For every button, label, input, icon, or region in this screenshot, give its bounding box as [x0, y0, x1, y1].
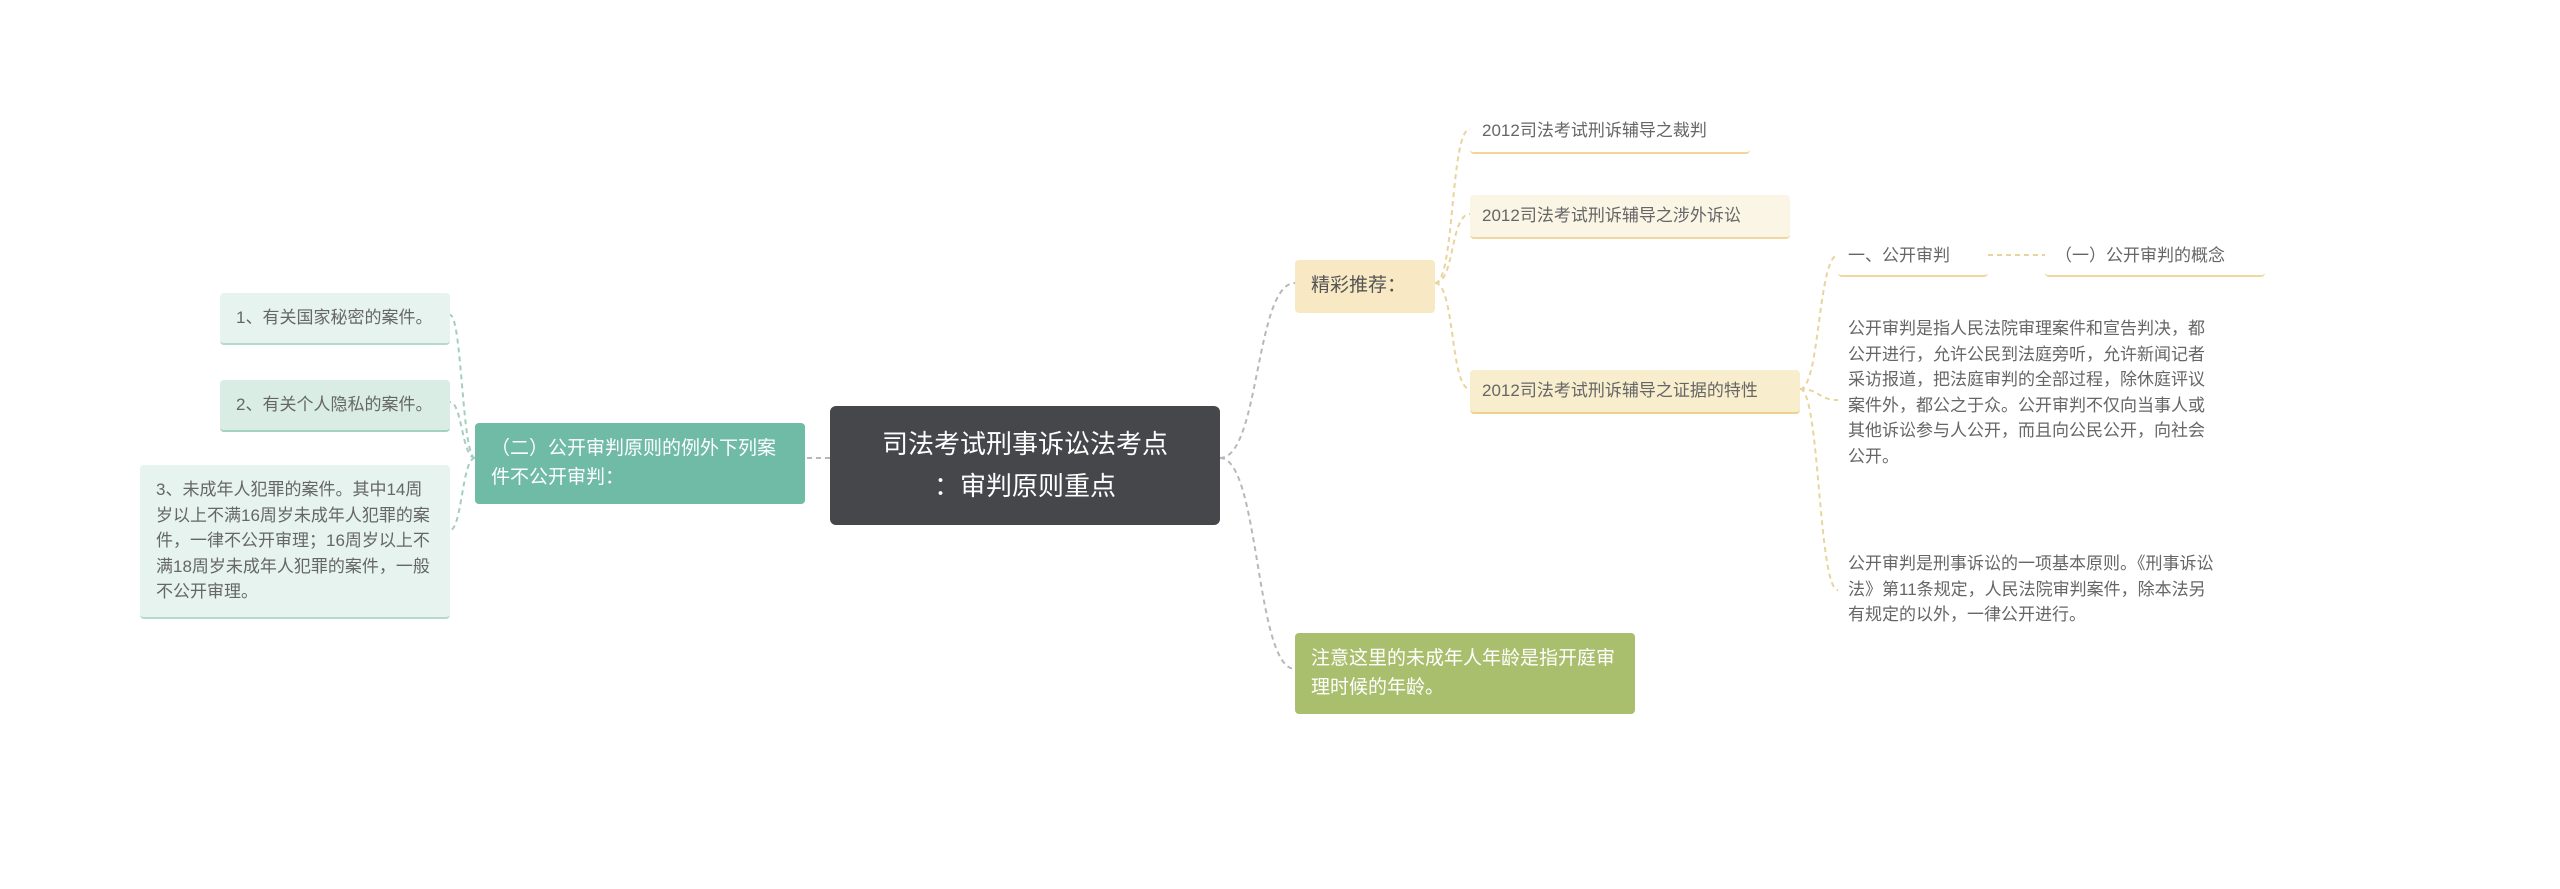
left-leaf-2: 2、有关个人隐私的案件。 — [220, 380, 450, 432]
recommend-item-2: 2012司法考试刑诉辅导之涉外诉讼 — [1470, 195, 1790, 239]
sub-title-left-text: 一、公开审判 — [1848, 246, 1950, 265]
left-leaf-3: 3、未成年人犯罪的案件。其中14周岁以上不满16周岁未成年人犯罪的案件，一律不公… — [140, 465, 450, 619]
root-line1: 司法考试刑事诉讼法考点 — [882, 429, 1168, 459]
left-leaf-2-text: 2、有关个人隐私的案件。 — [236, 395, 432, 414]
left-leaf-1-text: 1、有关国家秘密的案件。 — [236, 308, 432, 327]
recommend-item-1: 2012司法考试刑诉辅导之裁判 — [1470, 110, 1750, 154]
left-leaf-1: 1、有关国家秘密的案件。 — [220, 293, 450, 345]
recommend-item-3: 2012司法考试刑诉辅导之证据的特性 — [1470, 370, 1800, 414]
left-leaf-3-text: 3、未成年人犯罪的案件。其中14周岁以上不满16周岁未成年人犯罪的案件，一律不公… — [156, 480, 430, 601]
recommend-label: 精彩推荐： — [1311, 275, 1406, 296]
left-branch-label: （二）公开审判原则的例外下列案件不公开审判： — [491, 438, 776, 488]
sub-title-right-text: （一）公开审判的概念 — [2055, 246, 2225, 265]
sub-title-left: 一、公开审判 — [1838, 237, 1988, 277]
note-label: 注意这里的未成年人年龄是指开庭审理时候的年龄。 — [1311, 648, 1615, 698]
root-node: 司法考试刑事诉讼法考点 ：审判原则重点 — [830, 406, 1220, 525]
note-branch: 注意这里的未成年人年龄是指开庭审理时候的年龄。 — [1295, 633, 1635, 714]
recommend-item-3-text: 2012司法考试刑诉辅导之证据的特性 — [1482, 381, 1758, 400]
left-branch: （二）公开审判原则的例外下列案件不公开审判： — [475, 423, 805, 504]
root-line2: ：审判原则重点 — [934, 471, 1116, 501]
recommend-branch: 精彩推荐： — [1295, 260, 1435, 313]
sub-title-right: （一）公开审判的概念 — [2045, 237, 2265, 277]
sub-paragraph-1: 公开审判是指人民法院审理案件和宣告判决，都公开进行，允许公民到法庭旁听，允许新闻… — [1838, 310, 2228, 475]
recommend-item-2-text: 2012司法考试刑诉辅导之涉外诉讼 — [1482, 206, 1741, 225]
sub-paragraph-2-text: 公开审判是刑事诉讼的一项基本原则。《刑事诉讼法》第11条规定，人民法院审判案件，… — [1848, 554, 2214, 624]
sub-paragraph-2: 公开审判是刑事诉讼的一项基本原则。《刑事诉讼法》第11条规定，人民法院审判案件，… — [1838, 545, 2228, 634]
recommend-item-1-text: 2012司法考试刑诉辅导之裁判 — [1482, 121, 1707, 140]
sub-paragraph-1-text: 公开审判是指人民法院审理案件和宣告判决，都公开进行，允许公民到法庭旁听，允许新闻… — [1848, 319, 2205, 466]
